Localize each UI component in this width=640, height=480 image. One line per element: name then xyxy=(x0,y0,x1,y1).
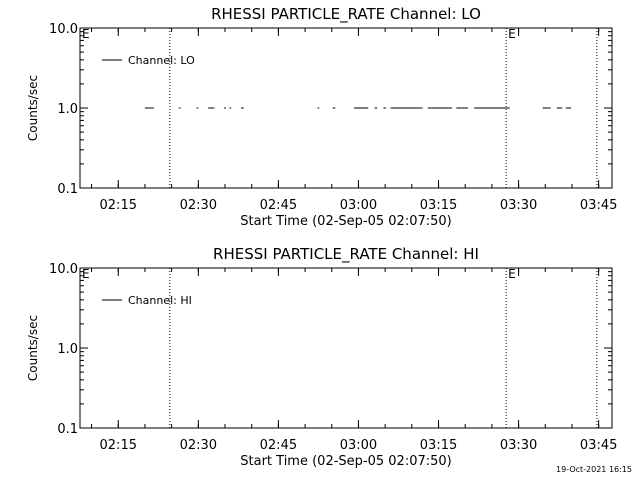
panel-1-x-tick-label: 03:45 xyxy=(580,198,617,213)
panel-1-y-tick-label: 1.0 xyxy=(57,102,78,117)
panel-2-legend-label: Channel: HI xyxy=(128,294,192,307)
panel-1-x-tick-label: 03:30 xyxy=(500,198,537,213)
panel-1-x-tick-label: 03:00 xyxy=(340,198,377,213)
panel-1-x-tick-label: 02:15 xyxy=(100,198,137,213)
panel-2-x-tick-label: 02:15 xyxy=(100,438,137,453)
panel-2-x-tick-label: 03:00 xyxy=(340,438,377,453)
panel-1-plot-frame xyxy=(79,27,613,189)
panel-1-y-tick-label: 0.1 xyxy=(57,182,78,197)
panel-2-y-tick-label: 1.0 xyxy=(57,342,78,357)
panel-1-legend-label: Channel: LO xyxy=(128,54,195,67)
panel-2-x-axis-label: Start Time (02-Sep-05 02:07:50) xyxy=(240,454,451,469)
panel-2-x-tick-label: 03:15 xyxy=(420,438,457,453)
panel-2-y-axis-label: Counts/sec xyxy=(26,315,40,381)
panel-2-x-tick-label: 03:45 xyxy=(580,438,617,453)
panel-1-x-tick-label: 03:15 xyxy=(420,198,457,213)
panel-1-x-tick-label: 02:30 xyxy=(180,198,217,213)
footer-timestamp: 19-Oct-2021 16:15 xyxy=(556,465,632,474)
panel-1-y-tick-label: 10.0 xyxy=(49,22,78,37)
panel-1-event-label: E xyxy=(508,27,516,41)
panel-1-title: RHESSI PARTICLE_RATE Channel: LO xyxy=(211,5,481,24)
panel-2-event-label: E xyxy=(508,267,516,281)
panel-2-x-tick-label: 02:30 xyxy=(180,438,217,453)
panel-2-y-tick-label: 10.0 xyxy=(49,262,78,277)
panel-2-corner-label: E xyxy=(82,267,90,281)
panel-2-y-tick-label: 0.1 xyxy=(57,422,78,437)
panel-1-x-tick-label: 02:45 xyxy=(260,198,297,213)
panel-2-title: RHESSI PARTICLE_RATE Channel: HI xyxy=(213,245,479,264)
panel-2-x-tick-label: 02:45 xyxy=(260,438,297,453)
panel-1-y-axis-label: Counts/sec xyxy=(26,75,40,141)
panel-1-x-axis-label: Start Time (02-Sep-05 02:07:50) xyxy=(240,214,451,229)
panel-1-corner-label: E xyxy=(82,27,90,41)
panel-2-plot-frame xyxy=(79,267,613,429)
panel-2-x-tick-label: 03:30 xyxy=(500,438,537,453)
